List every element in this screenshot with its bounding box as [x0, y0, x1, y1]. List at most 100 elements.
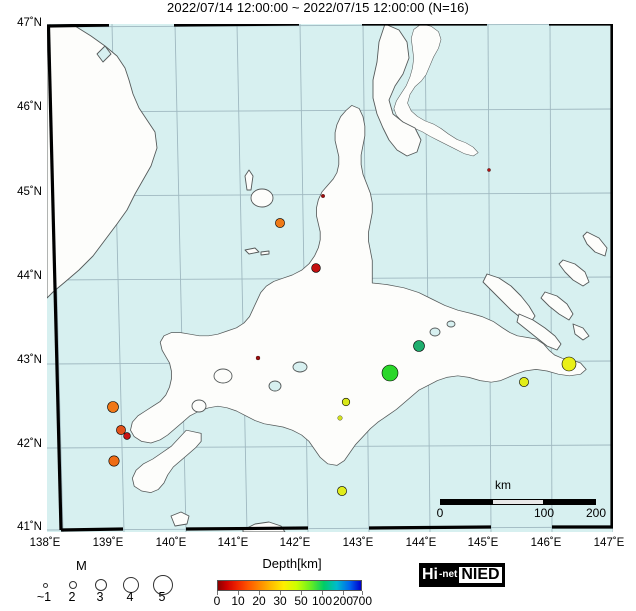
lat-tick-label-5: 42˚N — [17, 438, 42, 450]
magnitude-legend-title: M — [76, 558, 87, 573]
small-island-c — [244, 247, 260, 255]
epicenter-marker[interactable] — [413, 340, 425, 352]
shikotan-island — [540, 291, 574, 321]
epicenter-marker[interactable] — [337, 486, 347, 496]
oshima-peninsula — [131, 429, 202, 493]
lat-tick-label-2: 45˚N — [17, 186, 42, 198]
kuril-north-landmass — [393, 24, 479, 157]
small-island-a — [250, 188, 274, 208]
epicenter-marker[interactable] — [275, 218, 285, 228]
page-title: 2022/07/14 12:00:00 ~ 2022/07/15 12:00:0… — [167, 0, 469, 15]
epicenter-marker[interactable] — [341, 397, 351, 407]
lon-tick-label-0: 138˚E — [29, 537, 61, 549]
epicenter-marker[interactable] — [561, 356, 577, 372]
lon-tick-label-3: 141˚E — [217, 537, 249, 549]
depth-tick-label-1: 10 — [231, 594, 245, 608]
seismicity-map[interactable]: km 0 100 200 — [47, 24, 613, 532]
map-canvas — [47, 24, 613, 532]
magnitude-label-0: ~1 — [36, 590, 52, 604]
logo-hi-text: Hi — [422, 566, 438, 583]
magnitude-symbol-~1 — [42, 582, 48, 588]
logo-net-text: -net — [439, 569, 458, 580]
kuril-islet-a — [558, 259, 590, 287]
lat-tick-label-4: 43˚N — [17, 354, 42, 366]
islet-rishiri — [213, 368, 233, 384]
depth-tick-5 — [322, 591, 323, 595]
small-island-d — [260, 250, 270, 256]
depth-tick-label-2: 20 — [252, 594, 266, 608]
depth-tick-2 — [259, 591, 260, 595]
lake-c — [429, 327, 441, 337]
magnitude-label-3: 4 — [126, 590, 134, 604]
map-frame — [47, 24, 613, 531]
lake-b — [268, 380, 282, 392]
magnitude-symbol-4 — [123, 577, 139, 593]
depth-tick-label-5: 100 — [311, 594, 333, 608]
epicenter-marker[interactable] — [311, 263, 321, 273]
epicenter-marker[interactable] — [255, 355, 261, 361]
scale-segment-2 — [492, 499, 544, 505]
lat-tick-label-3: 44˚N — [17, 270, 42, 282]
magnitude-symbol-3 — [95, 579, 107, 591]
magnitude-legend: M ~1 2 3 4 5 — [24, 558, 204, 610]
hinet-nied-logo[interactable]: Hi -net NIED — [419, 563, 505, 587]
coast-inlet — [96, 45, 112, 63]
epicenter-marker[interactable] — [519, 377, 529, 387]
scale-bar: km 0 100 200 — [437, 478, 606, 520]
kunashiri-island — [516, 313, 562, 351]
sakhalin-ne-tail — [372, 24, 422, 157]
kuril-islet-b — [582, 231, 608, 257]
sakhalin-landmass — [47, 25, 158, 299]
lon-tick-label-2: 140˚E — [155, 537, 187, 549]
scale-label-100: 100 — [533, 506, 555, 520]
epicenter-layer[interactable] — [107, 168, 577, 496]
epicenter-marker[interactable] — [123, 432, 131, 440]
small-island-b — [244, 169, 254, 191]
epicenter-marker[interactable] — [487, 168, 491, 172]
south-islet-b — [170, 511, 190, 527]
kuril-islet-c — [572, 323, 590, 341]
depth-tick-0 — [217, 591, 218, 595]
depth-tick-7 — [362, 591, 363, 595]
magnitude-label-1: 2 — [68, 590, 76, 604]
hokkaido-landmass — [130, 105, 587, 466]
lon-tick-label-6: 144˚E — [405, 537, 437, 549]
lat-tick-label-0: 47˚N — [17, 17, 42, 29]
depth-tick-label-4: 50 — [294, 594, 308, 608]
lat-tick-label-6: 41˚N — [17, 521, 42, 533]
scale-unit-label: km — [495, 478, 511, 492]
lon-tick-label-4: 142˚E — [279, 537, 311, 549]
depth-tick-label-3: 30 — [273, 594, 287, 608]
depth-tick-label-6: 200 — [332, 594, 354, 608]
magnitude-symbol-2 — [69, 581, 77, 589]
lon-tick-label-5: 143˚E — [342, 537, 374, 549]
depth-legend: Depth[km] 0 10 20 30 50 100 200 700 — [212, 556, 372, 611]
depth-tick-label-0: 0 — [213, 594, 221, 608]
depth-tick-3 — [280, 591, 281, 595]
scale-label-0: 0 — [436, 506, 444, 520]
epicenter-marker[interactable] — [107, 401, 119, 413]
depth-tick-label-7: 700 — [351, 594, 373, 608]
magnitude-label-4: 5 — [158, 590, 166, 604]
scale-segment-1 — [440, 499, 492, 505]
depth-legend-title: Depth[km] — [262, 556, 322, 571]
lat-tick-label-1: 46˚N — [17, 101, 42, 113]
coastlines — [47, 24, 608, 532]
magnitude-label-2: 3 — [96, 590, 104, 604]
lake-a — [292, 361, 308, 373]
epicenter-marker[interactable] — [321, 194, 325, 198]
lake-d — [446, 320, 456, 328]
depth-colorbar — [217, 580, 362, 591]
epicenter-marker[interactable] — [337, 415, 343, 421]
lon-tick-label-8: 146˚E — [530, 537, 562, 549]
magnitude-symbol-5 — [153, 575, 173, 595]
depth-tick-6 — [343, 591, 344, 595]
epicenter-marker[interactable] — [381, 364, 399, 382]
scale-segment-3 — [544, 499, 596, 505]
epicenter-marker[interactable] — [108, 455, 120, 467]
depth-tick-4 — [301, 591, 302, 595]
lon-tick-label-1: 139˚E — [92, 537, 124, 549]
logo-nied-text: NIED — [459, 566, 502, 583]
lon-tick-label-7: 145˚E — [467, 537, 499, 549]
epicenter-marker[interactable] — [116, 425, 126, 435]
